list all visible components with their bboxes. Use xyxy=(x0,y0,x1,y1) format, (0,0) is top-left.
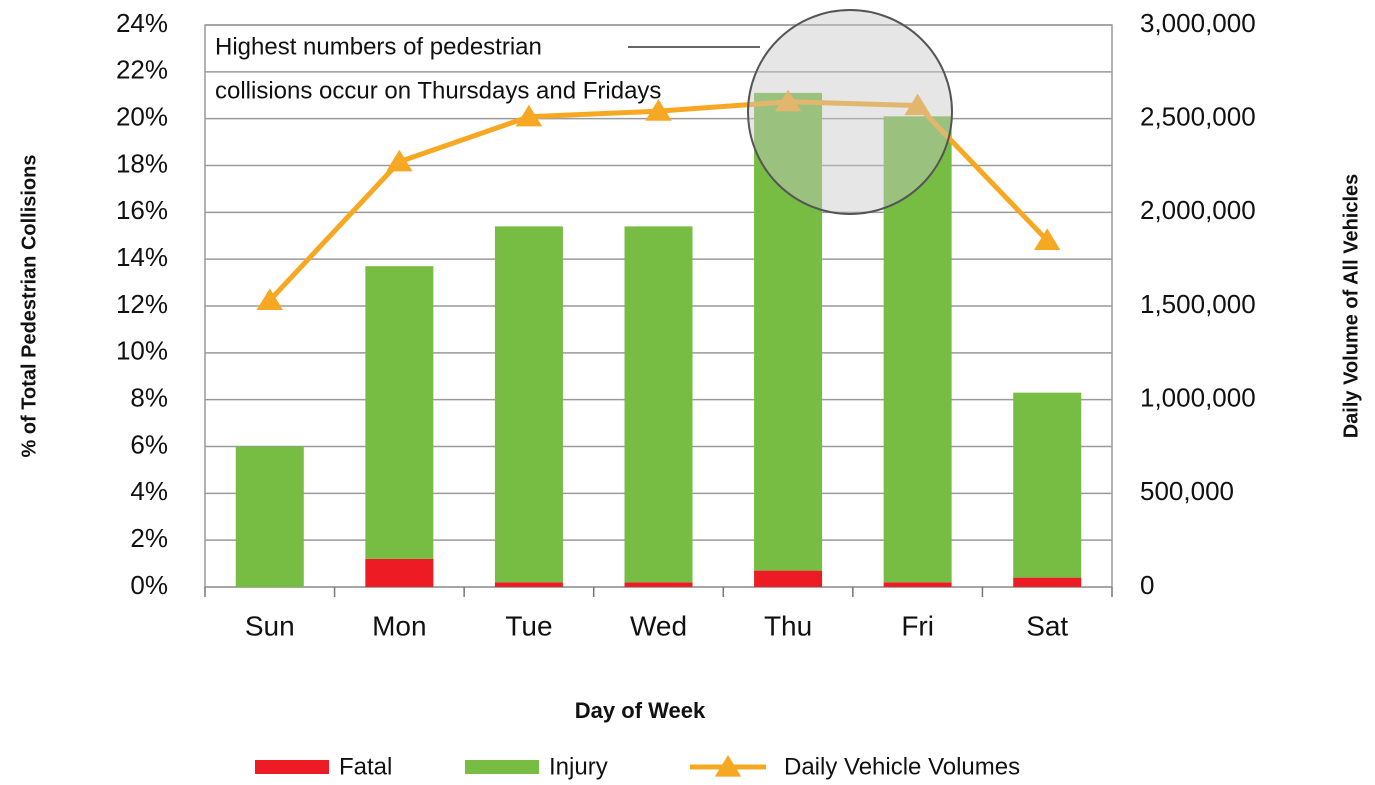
x-tick-label: Sat xyxy=(1026,610,1068,641)
legend-label: Daily Vehicle Volumes xyxy=(784,753,1020,780)
x-tick-label: Tue xyxy=(505,610,552,641)
y-tick-label: 12% xyxy=(116,289,168,319)
bar-segment xyxy=(624,582,693,587)
bar-segment xyxy=(883,582,952,587)
highlight-circle xyxy=(747,9,953,215)
bar-segment xyxy=(883,116,952,583)
y2-tick-label: 3,000,000 xyxy=(1140,8,1256,38)
legend-swatch xyxy=(465,760,539,774)
y2-tick-label: 0 xyxy=(1140,570,1154,600)
line-marker xyxy=(256,288,283,310)
x-tick-label: Mon xyxy=(372,610,426,641)
x-tick-label: Sun xyxy=(245,610,295,641)
legend-label: Fatal xyxy=(339,753,392,780)
y-tick-label: 24% xyxy=(116,8,168,38)
x-tick-label: Thu xyxy=(764,610,812,641)
y-tick-label: 10% xyxy=(116,336,168,366)
bar-segment xyxy=(1013,577,1082,587)
annotation: Highest numbers of pedestrian xyxy=(215,33,542,60)
x-tick-label: Fri xyxy=(901,610,934,641)
line-marker xyxy=(515,104,543,127)
y2-tick-label: 1,500,000 xyxy=(1140,289,1256,319)
y-tick-label: 0% xyxy=(130,570,168,600)
bar-segment xyxy=(624,226,693,583)
bar-segment xyxy=(1013,392,1082,578)
y-tick-label: 16% xyxy=(116,195,168,225)
y-tick-label: 8% xyxy=(130,383,168,413)
bar-segment xyxy=(365,266,434,559)
bar-segment xyxy=(754,92,823,571)
bar-segment xyxy=(494,226,563,583)
y2-tick-label: 2,000,000 xyxy=(1140,195,1256,225)
y-axis-title: % of Total Pedestrian Collisions xyxy=(18,154,40,457)
line-marker xyxy=(386,149,413,172)
line-marker xyxy=(1034,228,1061,251)
y-tick-label: 20% xyxy=(116,102,168,132)
bar-segment xyxy=(365,558,434,587)
bar-segment xyxy=(235,446,304,587)
x-tick-label: Wed xyxy=(630,610,687,641)
line-marker xyxy=(645,99,672,121)
line-marker xyxy=(904,93,931,116)
y-tick-label: 4% xyxy=(130,476,168,506)
y-tick-label: 2% xyxy=(130,523,168,553)
y-tick-label: 18% xyxy=(116,148,168,178)
legend-marker xyxy=(714,755,742,777)
bar-segment xyxy=(754,570,823,587)
bar-segment xyxy=(494,582,563,587)
y2-tick-label: 2,500,000 xyxy=(1140,102,1256,132)
line-marker xyxy=(774,89,802,112)
y2-axis-title: Daily Volume of All Vehicles xyxy=(1340,174,1362,439)
y-tick-label: 14% xyxy=(116,242,168,272)
y-tick-label: 22% xyxy=(116,55,168,85)
y2-tick-label: 500,000 xyxy=(1140,476,1234,506)
annotation: collisions occur on Thursdays and Friday… xyxy=(215,77,661,104)
y-tick-label: 6% xyxy=(130,429,168,459)
y2-tick-label: 1,000,000 xyxy=(1140,383,1256,413)
x-axis-title: Day of Week xyxy=(575,698,706,723)
legend-swatch xyxy=(255,760,329,774)
legend-label: Injury xyxy=(549,753,608,780)
